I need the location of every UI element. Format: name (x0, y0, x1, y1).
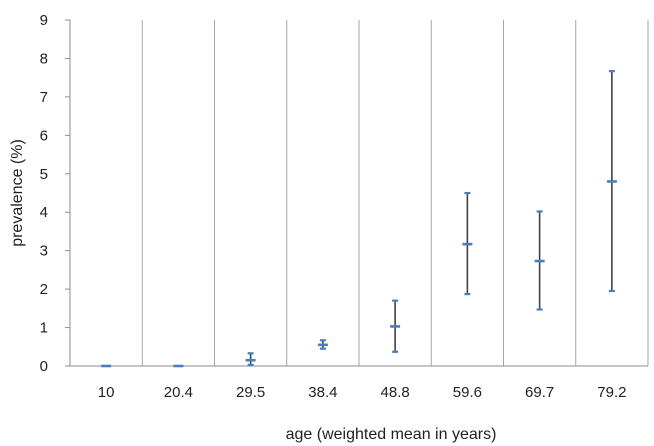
x-tick-label: 29.5 (236, 384, 265, 401)
x-tick-label: 48.8 (381, 384, 410, 401)
x-tick-label: 79.2 (597, 384, 626, 401)
x-tick-label: 20.4 (164, 384, 193, 401)
data-points (101, 180, 617, 368)
y-tick-label: 8 (40, 50, 48, 67)
x-tick-label: 59.6 (453, 384, 482, 401)
x-tick-label: 38.4 (308, 384, 337, 401)
y-tick-label: 0 (40, 358, 48, 375)
y-tick-label: 5 (40, 166, 48, 183)
y-tick-label: 4 (40, 204, 48, 221)
x-tick-label: 69.7 (525, 384, 554, 401)
y-tick-label: 3 (40, 243, 48, 260)
y-tick-label: 2 (40, 281, 48, 298)
y-tick-label: 9 (40, 12, 48, 29)
y-tick-label: 1 (40, 320, 48, 337)
x-tick-label: 10 (98, 384, 115, 401)
y-tick-label: 6 (40, 127, 48, 144)
y-axis-title: prevalence (%) (9, 139, 26, 247)
y-tick-label: 7 (40, 89, 48, 106)
x-tick-labels: 10 20.4 29.5 38.4 48.8 59.6 69.7 79.2 (98, 384, 627, 401)
y-tick-labels: 0 1 2 3 4 5 6 7 8 9 (40, 12, 70, 375)
axes (69, 20, 648, 367)
x-axis-title: age (weighted mean in years) (286, 426, 497, 443)
category-separators (141, 20, 649, 366)
